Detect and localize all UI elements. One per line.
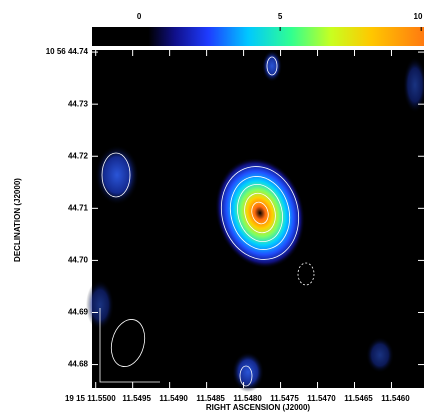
x-tick-label: 11.5495: [122, 394, 151, 403]
y-tick-label: 44.68: [68, 360, 89, 369]
x-tick-label: 11.5460: [381, 394, 410, 403]
y-axis-label: DECLINATION (J2000): [13, 178, 22, 262]
contours: [99, 56, 315, 387]
y-tick-label: 44.72: [68, 151, 89, 160]
x-tick-label: 11.5470: [307, 394, 336, 403]
x-tick-label: 11.5485: [196, 394, 225, 403]
x-tick-label: 11.5465: [344, 394, 373, 403]
y-tick-label: 44.71: [68, 203, 89, 212]
y-tick-label: 44.73: [68, 99, 89, 108]
x-tick-label: 19 15 11.5500: [65, 394, 116, 403]
y-tick-label: 44.69: [68, 308, 89, 317]
colorbar-tick-label: 5: [278, 12, 283, 21]
y-tick-label: 10 56 44.74: [46, 47, 89, 56]
x-axis-label: RIGHT ASCENSION (J2000): [206, 403, 311, 412]
y-tick-label: 44.70: [68, 256, 89, 265]
x-tick-label: 11.5480: [233, 394, 262, 403]
colorbar: [92, 27, 424, 46]
colorbar-tick-label: 0: [137, 12, 142, 21]
x-tick-label: 11.5490: [159, 394, 188, 403]
x-tick-label: 11.5475: [270, 394, 299, 403]
colorbar-tick-label: 10: [414, 12, 423, 21]
